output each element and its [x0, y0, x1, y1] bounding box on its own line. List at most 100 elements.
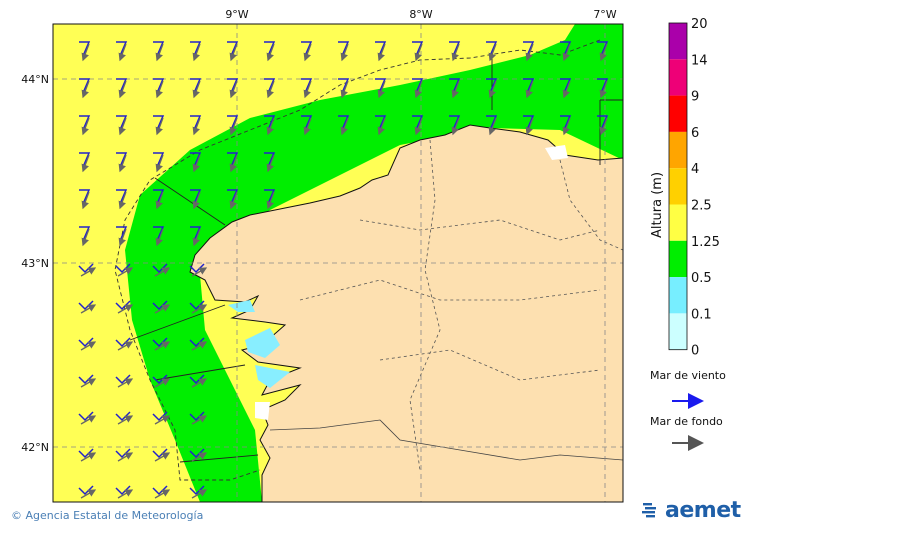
colorbar-tick-label: 0.1 [691, 307, 712, 322]
swell-arrow [562, 43, 571, 62]
wind-sea-arrow [449, 115, 461, 131]
swell-arrow [155, 154, 164, 173]
wind-sea-arrow [264, 152, 276, 168]
wind-sea-arrow [152, 411, 168, 422]
colorbar-segment [669, 277, 687, 314]
wind-sea-arrow [152, 263, 168, 274]
swell-arrow [266, 80, 275, 99]
wind-sea-arrow [523, 41, 535, 57]
wind-sea-arrow [115, 300, 131, 311]
swell-arrow [451, 80, 460, 99]
wind-sea-arrow [78, 300, 94, 311]
swell-arrow [80, 378, 97, 388]
colorbar-tick-label: 14 [691, 53, 708, 68]
wind-sea-arrow [227, 115, 239, 131]
wind-sea-arrow [375, 115, 387, 131]
swell-arrow [117, 304, 134, 314]
wind-sea-arrow [152, 337, 168, 348]
wind-sea-arrow [152, 374, 168, 385]
colorbar-segment [669, 23, 687, 60]
swell-arrow [154, 378, 171, 388]
wind-sea-arrow [78, 448, 94, 459]
swell-arrow [192, 117, 201, 136]
swell-arrow [191, 452, 208, 462]
wind-sea-arrow [79, 78, 91, 94]
wind-sea-arrow [116, 226, 128, 242]
swell-arrow [117, 452, 134, 462]
wind-sea-arrow [79, 115, 91, 131]
wind-sea-label: Mar de viento [650, 369, 726, 382]
wind-sea-arrow [338, 41, 350, 57]
swell-arrow [599, 80, 608, 99]
swell-arrow [525, 80, 534, 99]
wind-sea-arrow [449, 78, 461, 94]
colorbar-segment [669, 168, 687, 205]
swell-arrow [154, 452, 171, 462]
lat-label-43n: 43°N [21, 257, 49, 270]
swell-arrow [80, 267, 97, 277]
colorbar-segment [669, 313, 687, 350]
wind-sea-arrow [153, 41, 165, 57]
swell-arrow [377, 80, 386, 99]
sea-zone-low [228, 300, 290, 388]
wind-sea-arrow [227, 41, 239, 57]
colorbar-tick-label: 1.25 [691, 235, 720, 250]
swell-arrow [117, 489, 134, 499]
wind-sea-arrow [78, 374, 94, 385]
swell-arrow [80, 415, 97, 425]
wind-sea-arrow [264, 189, 276, 205]
colorbar-segment [669, 240, 687, 278]
swell-arrow [266, 43, 275, 62]
swell-arrow [414, 43, 423, 62]
wind-sea-arrow [301, 115, 313, 131]
swell-arrow [118, 191, 127, 210]
wind-sea-arrow [189, 411, 205, 422]
wind-sea-arrow [412, 78, 424, 94]
swell-arrow [414, 80, 423, 99]
wind-sea-arrow [449, 41, 461, 57]
swell-arrow [266, 154, 275, 173]
swell-arrow [80, 304, 97, 314]
swell-arrow [340, 43, 349, 62]
sea-zone-mid [125, 24, 623, 502]
copyright-credit: © Agencia Estatal de Meteorología [11, 509, 204, 522]
aemet-logo-icon [642, 502, 656, 517]
wind-sea-arrow [116, 189, 128, 205]
swell-arrow [599, 117, 608, 136]
swell-arrow [117, 267, 134, 277]
swell-arrow [266, 191, 275, 210]
wind-sea-arrow [190, 78, 202, 94]
swell-arrow [488, 80, 497, 99]
map-frame [52, 23, 624, 503]
wind-sea-arrow [486, 41, 498, 57]
wind-sea-arrow [190, 41, 202, 57]
wind-sea-arrow [523, 115, 535, 131]
wind-sea-arrow [115, 263, 131, 274]
swell-arrow [525, 43, 534, 62]
swell-arrow [229, 191, 238, 210]
wind-sea-arrow [560, 115, 572, 131]
wind-sea-arrow [153, 115, 165, 131]
wind-sea-arrow [116, 78, 128, 94]
wind-sea-arrow [115, 337, 131, 348]
swell-arrow [229, 43, 238, 62]
swell-arrow [118, 43, 127, 62]
wind-sea-arrow [375, 78, 387, 94]
wind-sea-arrow [153, 152, 165, 168]
lon-label-7w: 7°W [593, 8, 616, 21]
swell-arrow [81, 43, 90, 62]
colorbar-tick-label: 0 [691, 344, 699, 359]
land-area [189, 124, 623, 502]
swell-arrow [340, 80, 349, 99]
wind-sea-arrow [116, 41, 128, 57]
wind-sea-arrow [153, 226, 165, 242]
swell-arrow [154, 415, 171, 425]
swell-arrow [377, 43, 386, 62]
wind-sea-arrow [412, 41, 424, 57]
swell-arrow [192, 154, 201, 173]
swell-arrow [154, 304, 171, 314]
swell-arrow [377, 117, 386, 136]
colorbar-segment [669, 204, 687, 241]
colorbar-segment [669, 95, 687, 132]
